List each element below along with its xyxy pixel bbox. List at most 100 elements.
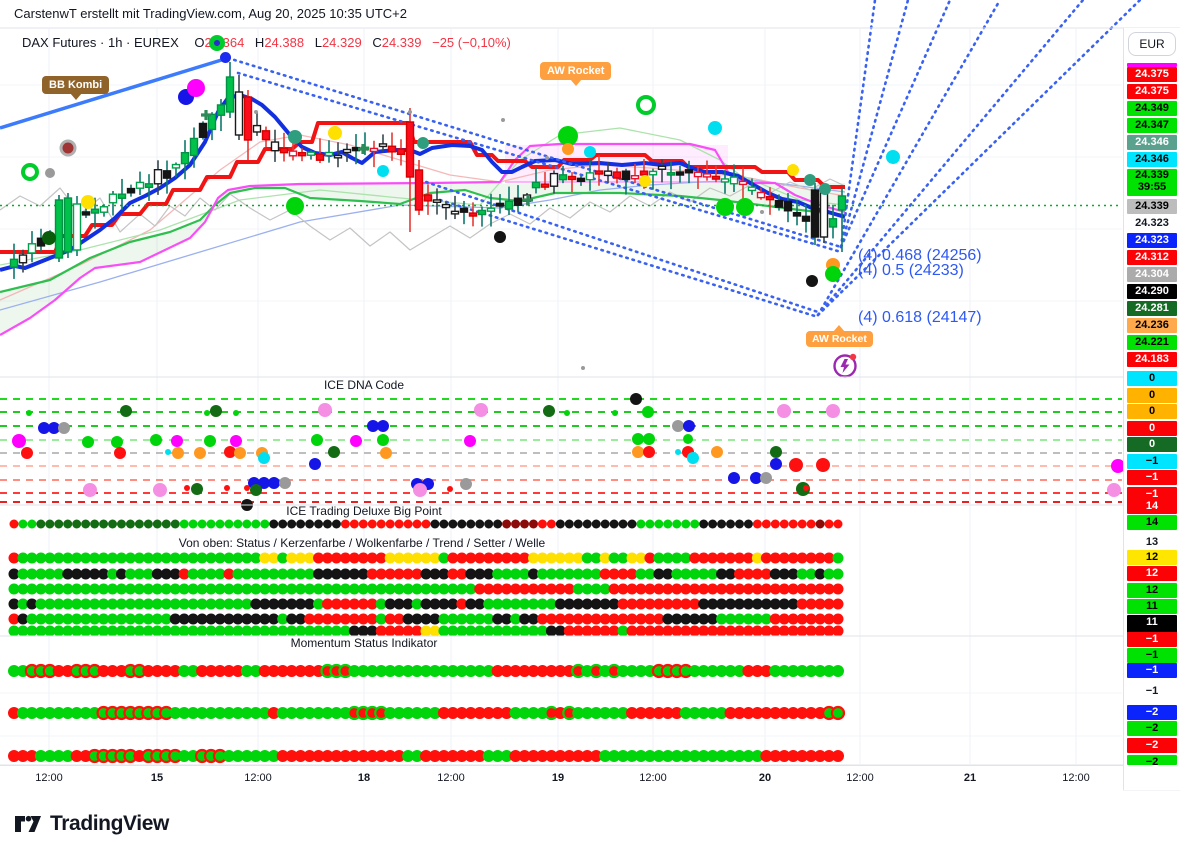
- status-dot-icon: [832, 568, 844, 580]
- status-dot-icon: [832, 613, 844, 625]
- dna-dot-icon: [632, 446, 644, 458]
- fib-projection-dotted-line[interactable]: [418, 178, 820, 314]
- candle: [378, 134, 388, 153]
- status-dot-icon: [98, 598, 110, 610]
- candle: [684, 160, 694, 184]
- tradingview-logo[interactable]: TradingView: [14, 812, 169, 836]
- status-dot-icon: [671, 613, 683, 625]
- status-dot-icon: [608, 707, 621, 719]
- status-dot-icon: [277, 583, 289, 595]
- status-dot-icon: [769, 568, 781, 580]
- status-dot-icon: [634, 665, 647, 677]
- status-dot-icon: [769, 665, 782, 677]
- aw-rocket-bottom-label[interactable]: AW Rocket: [806, 325, 873, 347]
- dna-dot-icon: [224, 446, 236, 458]
- status-dot-icon: [187, 568, 199, 580]
- time-axis[interactable]: 12:00 15 12:00 18 12:00 19 12:00 20 12:00 21 12:00: [0, 765, 1123, 791]
- status-dot-icon: [178, 625, 190, 637]
- status-dot-icon: [715, 750, 728, 762]
- status-dot-icon: [832, 665, 844, 677]
- status-dot-icon: [787, 583, 799, 595]
- signal-ring-icon: [636, 95, 656, 115]
- fib-projection-dotted-line[interactable]: [816, 0, 1002, 317]
- signal-dot-icon: [886, 150, 900, 164]
- alert-lightning-icon[interactable]: [833, 353, 857, 378]
- status-dot-icon: [483, 583, 495, 595]
- dna-dot-icon: [224, 485, 230, 491]
- status-dot-icon: [330, 568, 342, 580]
- signal-dot-icon: [45, 168, 55, 178]
- legend-low: L24.329: [314, 35, 362, 50]
- candle: [72, 196, 82, 256]
- status-dot-icon: [446, 707, 459, 719]
- status-dot-icon: [44, 613, 56, 625]
- symbol-title[interactable]: DAX Futures · 1h · EUREX: [22, 35, 179, 50]
- status-dot-icon: [339, 613, 351, 625]
- status-dot-icon: [617, 750, 630, 762]
- fib-level-05-label[interactable]: (4) 0.5 (24233): [858, 262, 964, 279]
- status-dot-icon: [402, 665, 415, 677]
- currency-button[interactable]: EUR: [1128, 32, 1176, 56]
- status-dot-icon: [465, 568, 477, 580]
- status-dot-icon: [53, 552, 65, 564]
- status-dot-icon: [107, 598, 119, 610]
- panel-title-ice-dna-code: ICE DNA Code: [323, 378, 405, 392]
- candle: [540, 172, 550, 190]
- price-scale-label: 13: [1145, 536, 1159, 548]
- price-scale-label: 14: [1127, 499, 1177, 514]
- status-dot-icon: [420, 583, 432, 595]
- status-dot-icon: [313, 625, 325, 637]
- status-dot-icon: [178, 707, 191, 719]
- fib-projection-dotted-line[interactable]: [438, 198, 820, 319]
- status-dot-icon: [358, 519, 368, 529]
- signal-dot-icon: [286, 197, 304, 215]
- status-dot-icon: [35, 625, 47, 637]
- status-dot-icon: [769, 750, 782, 762]
- status-dot-icon: [439, 519, 449, 529]
- status-dot-icon: [411, 598, 423, 610]
- status-dot-icon: [35, 552, 47, 564]
- time-axis-tick: 12:00: [846, 772, 874, 784]
- price-scale[interactable]: EUR 24.375 24.375 24.349 24.347 24.346 24.346…: [1123, 28, 1189, 790]
- status-dot-icon: [8, 750, 20, 762]
- fib-level-0618-label[interactable]: (4) 0.618 (24147): [858, 309, 982, 326]
- status-dot-icon: [466, 519, 476, 529]
- status-dot-icon: [716, 552, 728, 564]
- status-dot-icon: [53, 568, 65, 580]
- status-dot-icon: [80, 598, 92, 610]
- status-dot-icon: [313, 552, 325, 564]
- fib-projection-dotted-line[interactable]: [236, 71, 843, 254]
- status-dot-icon: [258, 707, 271, 719]
- status-dot-icon: [500, 665, 513, 677]
- status-dot-icon: [725, 598, 737, 610]
- status-dot-icon: [330, 750, 343, 762]
- fib-projection-dotted-line[interactable]: [226, 56, 843, 249]
- status-dot-icon: [814, 552, 826, 564]
- status-dot-icon: [769, 707, 782, 719]
- symbol-legend[interactable]: DAX Futures · 1h · EUREX O24.364 H24.388…: [22, 35, 511, 50]
- price-scale-label: 0: [1127, 371, 1177, 386]
- status-dot-icon: [751, 750, 764, 762]
- status-dot-icon: [99, 519, 109, 529]
- status-dot-icon: [510, 625, 522, 637]
- status-dot-icon: [214, 598, 226, 610]
- status-dot-icon: [698, 568, 710, 580]
- status-dot-icon: [545, 552, 557, 564]
- status-dot-icon: [725, 625, 737, 637]
- status-dot-icon: [348, 625, 360, 637]
- status-dot-icon: [26, 568, 38, 580]
- status-dot-icon: [492, 613, 504, 625]
- status-dot-icon: [599, 707, 612, 719]
- price-scale-label: 24.346: [1127, 135, 1177, 150]
- aw-rocket-top-label[interactable]: AW Rocket: [540, 62, 612, 86]
- fib-projection-dotted-line[interactable]: [839, 0, 910, 249]
- fib-level-0468-label[interactable]: (4) 0.468 (24256): [858, 247, 982, 264]
- dna-dot-icon: [184, 485, 190, 491]
- price-scale-label: 24.304: [1127, 267, 1177, 282]
- bb-kombi-label[interactable]: BB Kombi: [42, 76, 110, 100]
- trendline-blue[interactable]: [0, 56, 229, 130]
- status-dot-icon: [250, 613, 262, 625]
- status-dot-icon: [724, 707, 737, 719]
- candle: [414, 160, 424, 215]
